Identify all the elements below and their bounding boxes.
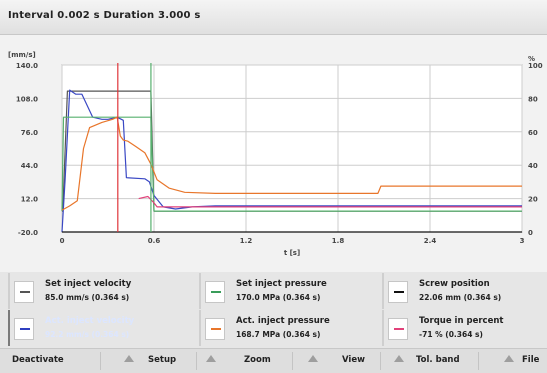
y-tick-label-right: 80 [528, 95, 538, 103]
legend-act-inject-velocity[interactable]: Act. inject velocity 92.2 mm/s (0.364 s) [8, 310, 134, 346]
setup-button[interactable]: Setup [104, 349, 194, 373]
legend-name: Set inject velocity [45, 279, 132, 289]
legend-swatch-box [388, 318, 408, 340]
legend-value: 168.7 MPa (0.364 s) [236, 330, 321, 339]
y-tick-label-left: -20.0 [18, 229, 38, 237]
y-tick-label-left: 76.0 [21, 129, 38, 137]
legend-swatch-box [14, 281, 34, 303]
legend-torque-in-percent[interactable]: Torque in percent -71 % (0.364 s) [382, 310, 503, 346]
legend-swatch-box [388, 281, 408, 303]
up-triangle-icon [504, 355, 514, 362]
x-tick-label: 0 [60, 237, 65, 245]
x-tick-label: 1.2 [240, 237, 253, 245]
file-button[interactable]: File [482, 349, 547, 373]
x-tick-label: 1.8 [332, 237, 345, 245]
y-tick-label-left: 44.0 [21, 162, 38, 170]
x-tick-label: 0.6 [148, 237, 161, 245]
y-axis-right-unit-label: % [528, 55, 535, 63]
y-tick-label-right: 60 [528, 129, 538, 137]
trend-chart[interactable]: [mm/s] % t [s] 140.0 108.0 76.0 44.0 12.0 -20.0 1… [0, 35, 547, 272]
legend-swatch-box [205, 281, 225, 303]
deactivate-button[interactable]: Deactivate [0, 349, 96, 373]
y-tick-label-right: 100 [528, 62, 543, 70]
series-line-act-inject-pressure [61, 116, 522, 211]
legend-name: Set inject pressure [236, 279, 327, 289]
tol-band-label: Tol. band [416, 355, 460, 365]
legend-value: 170.0 MPa (0.364 s) [236, 293, 321, 302]
y-tick-label-right: 40 [528, 162, 538, 170]
title-bar: Interval 0.002 s Duration 3.000 s [0, 0, 547, 35]
x-tick-label: 2.4 [424, 237, 437, 245]
legend-screw-position[interactable]: Screw position 22.06 mm (0.364 s) [382, 273, 501, 309]
view-label: View [342, 355, 365, 365]
line-swatch-icon [394, 291, 404, 293]
zoom-label: Zoom [244, 355, 271, 365]
legend-swatch-box [14, 318, 34, 340]
y-tick-label-right: 0 [528, 229, 533, 237]
line-swatch-icon [211, 328, 221, 330]
legend-act-inject-pressure[interactable]: Act. inject pressure 168.7 MPa (0.364 s) [199, 310, 330, 346]
y-tick-label-left: 12.0 [21, 196, 38, 204]
line-swatch-icon [20, 328, 30, 330]
x-axis-label: t [s] [284, 249, 300, 257]
interval-duration-label: Interval 0.002 s Duration 3.000 s [8, 10, 201, 21]
up-triangle-icon [124, 355, 134, 362]
divider [196, 352, 197, 370]
legend-name: Screw position [419, 279, 490, 289]
y-tick-label-left: 108.0 [16, 95, 38, 103]
y-tick-label-left: 140.0 [16, 62, 38, 70]
x-tick-label: 3 [520, 237, 525, 245]
divider [380, 352, 381, 370]
legend-value: 85.0 mm/s (0.364 s) [45, 293, 130, 302]
legend-name: Act. inject velocity [45, 316, 135, 326]
legend-grid: Set inject velocity 85.0 mm/s (0.364 s) … [0, 273, 547, 347]
divider [478, 352, 479, 370]
legend-value: 22.06 mm (0.364 s) [419, 293, 502, 302]
line-swatch-icon [20, 291, 30, 293]
legend-value: -71 % (0.364 s) [419, 330, 483, 339]
trend-chart-area[interactable]: [mm/s]% t [s] 140.0 108.0 76.0 44.0 12.0 -20.0 1… [0, 35, 547, 272]
view-button[interactable]: View [296, 349, 378, 373]
up-triangle-icon [308, 355, 318, 362]
file-label: File [522, 355, 540, 365]
legend-set-inject-velocity[interactable]: Set inject velocity 85.0 mm/s (0.364 s) [8, 273, 131, 309]
deactivate-label: Deactivate [12, 355, 64, 365]
legend-set-inject-pressure[interactable]: Set inject pressure 170.0 MPa (0.364 s) [199, 273, 327, 309]
y-tick-label-right: 20 [528, 196, 538, 204]
tol-band-button[interactable]: Tol. band [384, 349, 476, 373]
up-triangle-icon [206, 355, 216, 362]
series-line-torque-in-percent [138, 195, 522, 208]
zoom-button[interactable]: Zoom [200, 349, 290, 373]
legend-name: Act. inject pressure [236, 316, 330, 326]
line-swatch-icon [394, 328, 404, 330]
y-axis-left-unit-label: [mm/s] [8, 51, 36, 59]
up-triangle-icon [394, 355, 404, 362]
line-swatch-icon [211, 291, 221, 293]
series-line-set-inject-pressure [61, 116, 522, 212]
legend-swatch-box [205, 318, 225, 340]
legend-value: 92.2 mm/s (0.364 s) [45, 330, 130, 339]
divider [100, 352, 101, 370]
legend-name: Torque in percent [419, 316, 504, 326]
setup-label: Setup [148, 355, 177, 365]
series-line-act-inject-velocity [61, 89, 522, 233]
divider [292, 352, 293, 370]
softkey-bar: Deactivate Setup Zoom View Tol. band Fil… [0, 348, 547, 373]
